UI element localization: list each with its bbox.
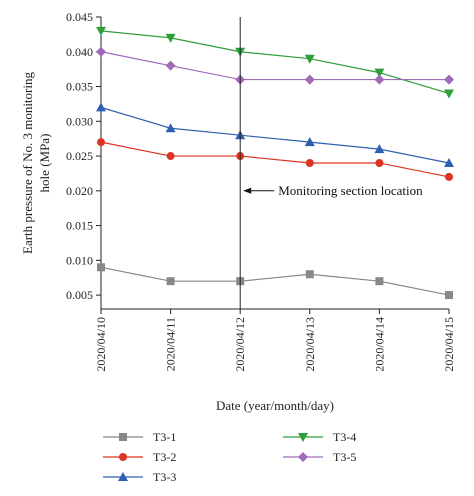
legend-item-t3-3: T3-3 <box>103 470 176 484</box>
data-point <box>305 270 314 279</box>
data-point <box>304 54 315 64</box>
data-point <box>304 137 315 147</box>
annotation-text: Monitoring section location <box>278 183 423 198</box>
legend-marker <box>119 433 127 441</box>
data-point <box>96 46 106 57</box>
data-point <box>97 138 105 147</box>
legend-marker <box>298 452 308 462</box>
y-tick-label: 0.015 <box>66 219 93 233</box>
data-point <box>305 159 314 167</box>
y-tick-label: 0.025 <box>66 149 93 163</box>
series-t3-1 <box>97 263 453 300</box>
data-point <box>166 277 175 286</box>
data-point <box>166 152 175 161</box>
y-tick-label: 0.005 <box>66 288 93 302</box>
series-line <box>100 106 450 164</box>
data-point <box>374 74 385 85</box>
y-tick-label: 0.035 <box>66 80 93 94</box>
axes <box>100 17 449 310</box>
y-tick-label: 0.030 <box>66 114 93 128</box>
annotation: Monitoring section location <box>239 17 423 309</box>
legend-item-t3-5: T3-5 <box>283 450 356 464</box>
data-point <box>375 277 384 286</box>
x-tick-label: 2020/04/10 <box>94 317 108 372</box>
data-point <box>304 74 315 85</box>
legend-item-t3-4: T3-4 <box>283 430 356 444</box>
data-point <box>444 89 454 99</box>
series-t3-5 <box>96 46 454 85</box>
data-point <box>96 102 106 112</box>
series-layer <box>96 26 454 300</box>
data-point <box>374 144 385 154</box>
x-tick-label: 2020/04/12 <box>233 317 247 372</box>
legend-marker <box>298 433 308 442</box>
x-tick-label: 2020/04/11 <box>164 317 178 371</box>
legend-item-t3-1: T3-1 <box>103 430 176 444</box>
data-point <box>444 158 454 167</box>
data-point <box>96 26 106 36</box>
y-tick-label: 0.020 <box>66 184 93 198</box>
y-axis-title-line-1: Earth pressure of No. 3 monitoring <box>20 72 35 254</box>
data-point <box>445 172 453 181</box>
x-axis-ticks: 2020/04/10 2020/04/11 2020/04/12 2020/04/13… <box>94 309 456 372</box>
data-point <box>165 60 176 71</box>
data-point <box>375 159 384 167</box>
series-t3-2 <box>97 138 453 181</box>
y-axis-title-line-2: hole (MPa) <box>37 134 52 193</box>
series-t3-3 <box>96 102 454 167</box>
data-point <box>165 33 176 43</box>
y-tick-label: 0.045 <box>66 10 93 24</box>
data-point <box>374 68 385 78</box>
x-tick-label: 2020/04/15 <box>442 317 456 372</box>
series-line <box>100 266 450 296</box>
legend-item-t3-2: T3-2 <box>103 450 176 464</box>
legend-label: T3-5 <box>333 450 356 464</box>
series-line <box>100 141 450 178</box>
x-tick-label: 2020/04/14 <box>372 317 386 372</box>
series-t3-4 <box>96 26 454 99</box>
data-point <box>165 123 176 133</box>
legend-label: T3-2 <box>153 450 176 464</box>
data-point <box>444 74 454 85</box>
legend-label: T3-1 <box>153 430 176 444</box>
y-tick-label: 0.010 <box>66 253 93 267</box>
x-axis-title: Date (year/month/day) <box>216 398 334 413</box>
data-point <box>445 291 453 300</box>
y-axis-title: Earth pressure of No. 3 monitoring hole … <box>20 72 52 254</box>
x-tick-label: 2020/04/13 <box>303 317 317 372</box>
legend-marker <box>119 453 127 461</box>
series-line <box>100 30 450 95</box>
y-tick-label: 0.040 <box>66 45 93 59</box>
legend-marker <box>118 472 128 481</box>
series-line <box>100 51 449 81</box>
legend-label: T3-3 <box>153 470 176 484</box>
data-point <box>97 263 105 272</box>
legend: T3-1 T3-2 T3-3 T3-4 T3-5 <box>103 430 356 484</box>
annotation-arrowhead <box>243 187 252 194</box>
legend-label: T3-4 <box>333 430 356 444</box>
y-axis-ticks: 0.005 0.010 0.015 0.020 0.025 0.030 0.035 0.040… <box>66 10 101 302</box>
